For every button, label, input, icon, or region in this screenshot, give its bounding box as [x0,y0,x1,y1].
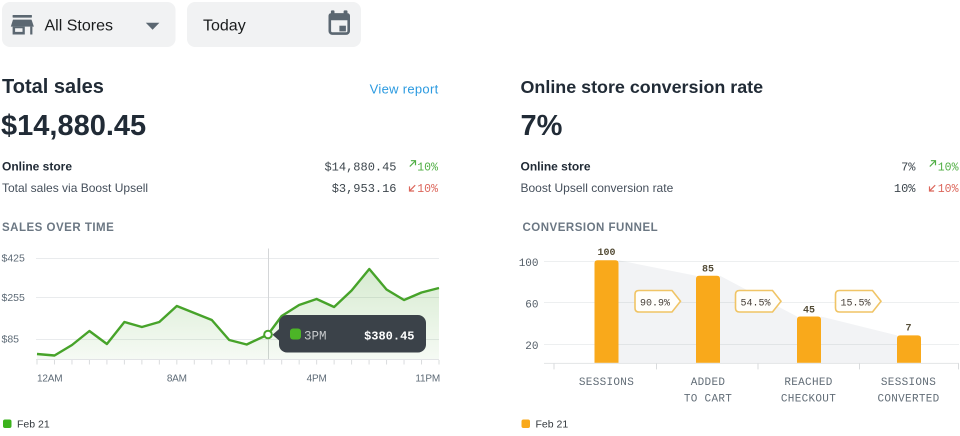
svg-text:REACHED: REACHED [784,377,832,389]
svg-text:10%: 10% [417,183,438,196]
svg-text:SESSIONS: SESSIONS [881,377,936,389]
svg-text:$85: $85 [2,334,20,346]
svg-text:$255: $255 [2,292,26,304]
svg-text:CONVERTED: CONVERTED [877,394,939,406]
svg-text:20: 20 [525,341,538,353]
svg-text:Today: Today [203,18,246,35]
svg-text:54.5%: 54.5% [740,299,770,310]
svg-text:$14,880.45: $14,880.45 [1,110,146,142]
svg-text:60: 60 [525,299,538,311]
svg-text:12AM: 12AM [37,374,62,385]
svg-text:11PM: 11PM [415,374,440,385]
svg-text:Online store conversion rate: Online store conversion rate [521,77,764,97]
svg-text:View report: View report [370,82,439,97]
svg-text:Total sales via Boost Upsell: Total sales via Boost Upsell [2,181,148,195]
svg-text:SALES OVER TIME: SALES OVER TIME [2,222,114,234]
svg-text:85: 85 [702,265,714,276]
svg-text:90.9%: 90.9% [640,299,670,310]
svg-text:CHECKOUT: CHECKOUT [781,394,836,406]
svg-text:4PM: 4PM [307,374,327,385]
svg-text:10%: 10% [417,162,438,175]
svg-text:$425: $425 [2,253,26,265]
svg-text:TO CART: TO CART [684,394,732,406]
svg-text:10%: 10% [894,182,916,196]
svg-text:8AM: 8AM [167,374,187,385]
svg-text:Boost Upsell conversion rate: Boost Upsell conversion rate [521,181,674,195]
svg-text:Online store: Online store [2,160,72,174]
svg-text:7%: 7% [521,110,563,142]
svg-text:Online store: Online store [521,160,591,174]
svg-text:Feb 21: Feb 21 [536,419,569,431]
svg-text:ADDED: ADDED [691,377,726,389]
svg-text:100: 100 [597,248,615,259]
svg-text:$14,880.45: $14,880.45 [324,161,396,175]
svg-text:45: 45 [803,306,815,317]
svg-text:CONVERSION FUNNEL: CONVERSION FUNNEL [523,222,659,234]
svg-text:3PM: 3PM [304,330,327,344]
svg-text:$380.45: $380.45 [364,330,414,344]
svg-text:15.5%: 15.5% [840,299,870,310]
svg-text:SESSIONS: SESSIONS [579,377,634,389]
svg-text:Total sales: Total sales [2,76,104,98]
svg-text:7: 7 [905,324,911,335]
svg-text:All Stores: All Stores [45,18,113,35]
svg-text:100: 100 [519,258,539,270]
svg-text:10%: 10% [938,183,959,196]
svg-text:10%: 10% [938,162,959,175]
svg-text:$3,953.16: $3,953.16 [332,182,397,196]
svg-text:Feb 21: Feb 21 [17,419,50,431]
svg-text:7%: 7% [901,161,916,175]
